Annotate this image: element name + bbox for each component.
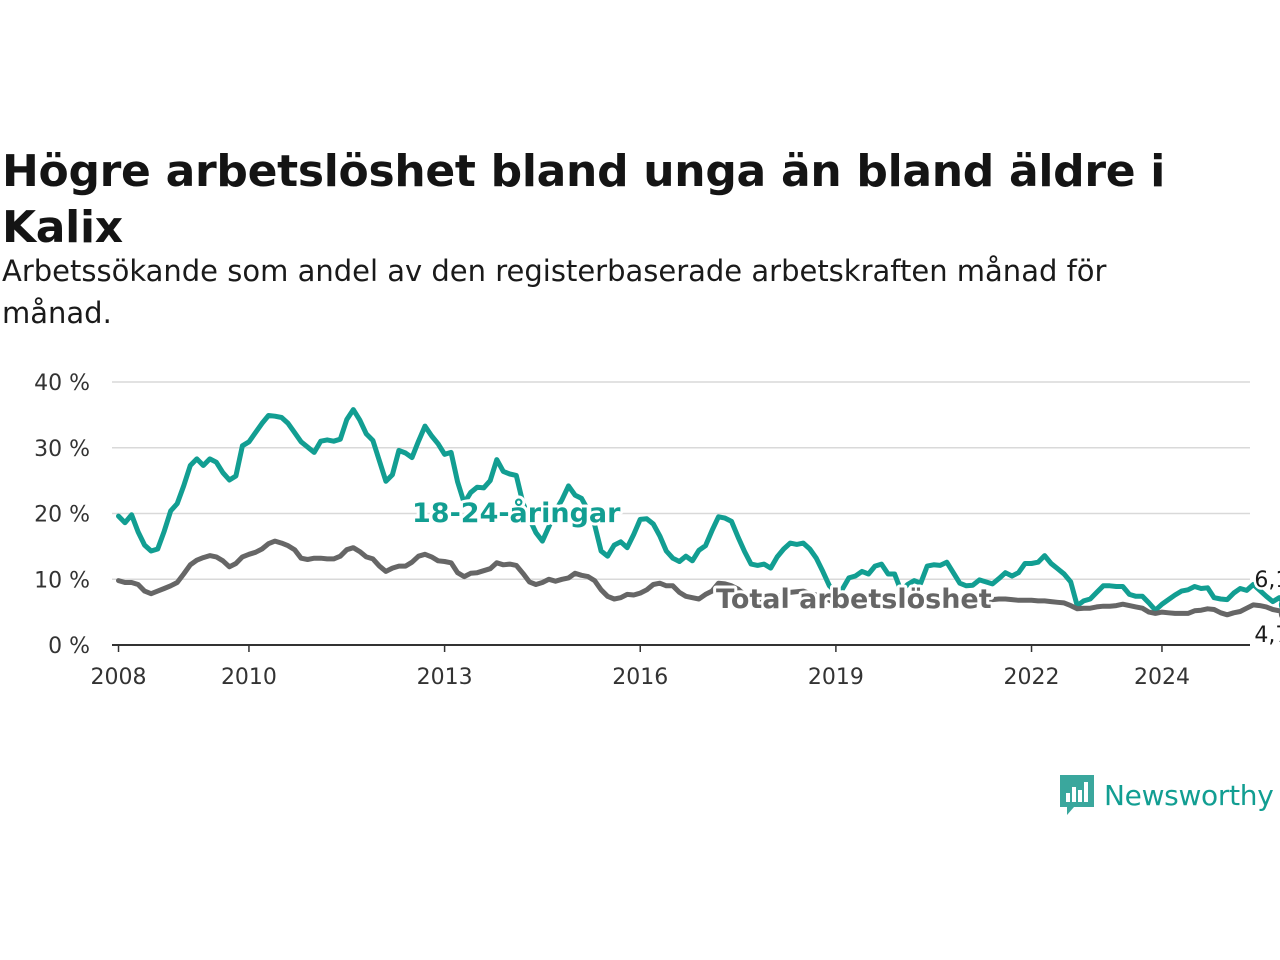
y-tick-label: 10 %: [34, 568, 90, 593]
x-axis-ticks: 2008 2010 2013 2016 2019 2022 2024: [91, 645, 1190, 690]
series-lines: [116, 407, 1280, 618]
y-tick-label: 30 %: [34, 437, 90, 462]
x-tick-label: 2022: [1004, 665, 1060, 690]
gridlines: [112, 381, 1250, 646]
series-label-youth: 18-24-åringar: [412, 497, 621, 529]
chart-title: Högre arbetslöshet bland unga än bland ä…: [2, 146, 1166, 253]
x-tick-label: 2008: [91, 665, 147, 690]
chart-subtitle: Arbetssökande som andel av den registerb…: [2, 254, 1107, 330]
series-label-total: Total arbetslöshet: [716, 584, 992, 615]
y-tick-label: 20 %: [34, 503, 90, 528]
end-value-label-youth: 6,1 %: [1254, 568, 1280, 593]
y-tick-label: 40 %: [34, 371, 90, 396]
x-tick-label: 2010: [221, 665, 277, 690]
series-line-total: [116, 538, 1280, 618]
end-value-label-total: 4,7 %: [1254, 623, 1280, 648]
x-tick-label: 2013: [417, 665, 473, 690]
x-tick-label: 2016: [612, 665, 668, 690]
brand-logo: Newsworthy: [1058, 773, 1274, 817]
x-tick-label: 2019: [808, 665, 864, 690]
series-labels: 18-24-åringar Total arbetslöshet 6,1 % 4,7 …: [409, 494, 1280, 651]
line-chart: 0 % 10 % 20 % 30 % 40 % 2008 2010 2013 2016 2019…: [34, 371, 1280, 690]
x-tick-label: 2024: [1134, 665, 1190, 690]
brand-name: Newsworthy: [1104, 778, 1274, 812]
newsworthy-logo-icon: [1060, 775, 1094, 815]
series-line-youth: [116, 407, 1280, 613]
y-tick-label: 0 %: [48, 634, 90, 659]
y-axis-ticks: 0 % 10 % 20 % 30 % 40 %: [34, 371, 90, 659]
